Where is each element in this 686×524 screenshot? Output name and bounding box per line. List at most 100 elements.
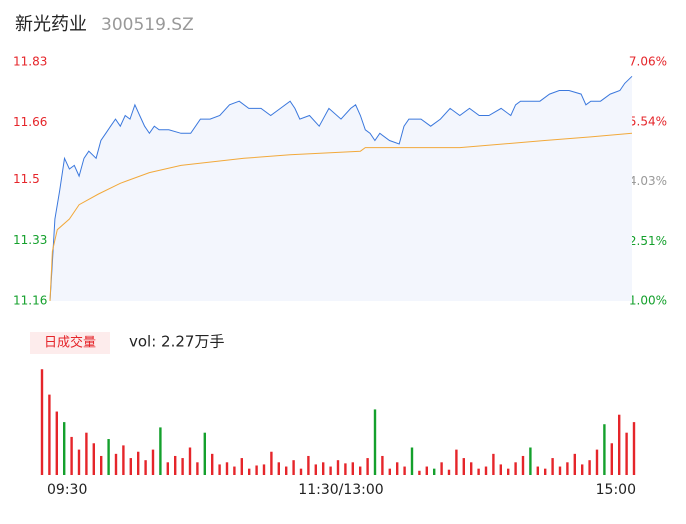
volume-bar	[277, 462, 280, 475]
volume-bar	[529, 447, 532, 475]
volume-bar	[618, 414, 621, 475]
volume-bar	[92, 443, 95, 475]
volume-bar	[129, 458, 132, 475]
volume-bar	[137, 451, 140, 475]
volume-bar	[373, 409, 377, 475]
volume-bar	[107, 439, 110, 475]
volume-bar	[344, 463, 347, 475]
volume-bar	[484, 466, 488, 475]
stock-code: 300519.SZ	[101, 15, 194, 35]
volume-bar	[314, 464, 317, 475]
volume-bar	[55, 411, 58, 475]
y2-tick-label: 5.54%	[629, 114, 667, 128]
volume-bar	[425, 466, 428, 475]
volume-bar	[440, 462, 443, 475]
volume-bar	[544, 468, 547, 475]
y2-tick-label: 4.03%	[629, 174, 667, 188]
volume-bar	[381, 455, 384, 475]
volume-bar	[573, 453, 576, 475]
volume-bar	[447, 469, 451, 475]
volume-bar	[100, 455, 103, 475]
volume-bar	[203, 432, 206, 475]
volume-bar	[85, 432, 88, 475]
volume-bar	[211, 453, 214, 475]
price-area	[50, 76, 632, 301]
volume-bar	[285, 466, 288, 475]
average-line	[49, 132, 633, 302]
volume-bar	[603, 424, 606, 475]
volume-bar	[159, 427, 162, 475]
volume-bar	[558, 466, 562, 475]
volume-bar	[181, 458, 184, 475]
volume-tag-bg	[30, 332, 110, 354]
volume-bar	[77, 449, 81, 475]
volume-bar	[470, 462, 473, 475]
volume-bar	[551, 458, 554, 475]
volume-bar	[63, 422, 66, 475]
y-tick-label: 11.83	[13, 55, 47, 69]
x-tick-label: 11:30/13:00	[298, 482, 383, 498]
volume-bar	[610, 443, 613, 475]
volume-bar	[329, 466, 332, 475]
volume-bar	[521, 455, 525, 475]
volume-bar	[307, 455, 310, 475]
volume-bar	[48, 394, 51, 475]
volume-bar	[499, 464, 502, 475]
volume-bar	[477, 468, 480, 475]
volume-bar	[455, 449, 458, 475]
volume-bar	[462, 458, 465, 475]
volume-bar	[366, 458, 369, 475]
volume-bar	[262, 464, 266, 475]
volume-bar	[70, 436, 73, 475]
volume-bar	[299, 468, 303, 475]
y-tick-label: 11.16	[13, 294, 47, 308]
volume-bar	[188, 447, 192, 475]
volume-bar	[225, 462, 229, 475]
volume-bar	[255, 465, 258, 475]
volume-bar	[40, 369, 44, 475]
x-tick-label: 09:30	[47, 482, 87, 498]
volume-text: vol: 2.27万手	[129, 333, 224, 351]
volume-bar	[248, 468, 251, 475]
y-tick-label: 11.33	[13, 233, 47, 247]
volume-tag: 日成交量	[44, 335, 96, 351]
volume-bar	[632, 422, 636, 475]
volume-bar	[595, 449, 599, 475]
volume-bar	[122, 445, 125, 475]
x-tick-label: 15:00	[596, 482, 636, 498]
volume-bar	[151, 449, 155, 475]
volume-bar	[396, 462, 399, 475]
volume-bar	[388, 468, 391, 475]
volume-bar	[196, 462, 199, 475]
volume-bar	[433, 468, 436, 475]
volume-bar	[336, 460, 340, 475]
volume-bar	[418, 470, 421, 475]
volume-bar	[566, 462, 569, 475]
volume-bar	[233, 466, 236, 475]
y2-tick-label: 7.06%	[629, 55, 667, 69]
y2-tick-label: 2.51%	[629, 234, 667, 248]
volume-bar	[270, 451, 273, 475]
volume-bar	[492, 453, 495, 475]
volume-bar	[410, 447, 414, 475]
volume-bar	[166, 462, 169, 475]
volume-bar	[292, 460, 295, 475]
y-tick-label: 11.5	[13, 172, 40, 186]
volume-bar	[144, 460, 147, 475]
price-line	[49, 75, 633, 302]
volume-bar	[588, 460, 591, 475]
y-tick-label: 11.66	[13, 115, 47, 129]
volume-bar	[359, 466, 362, 475]
y2-tick-label: 1.00%	[629, 294, 667, 308]
volume-bar	[581, 464, 584, 475]
volume-bar	[218, 464, 221, 475]
volume-bar	[514, 462, 517, 475]
volume-bar	[114, 453, 118, 475]
volume-bar	[322, 462, 325, 475]
volume-bar	[351, 462, 354, 475]
volume-bar	[403, 466, 406, 475]
volume-bar	[625, 432, 628, 475]
stock-name: 新光药业	[15, 14, 87, 35]
